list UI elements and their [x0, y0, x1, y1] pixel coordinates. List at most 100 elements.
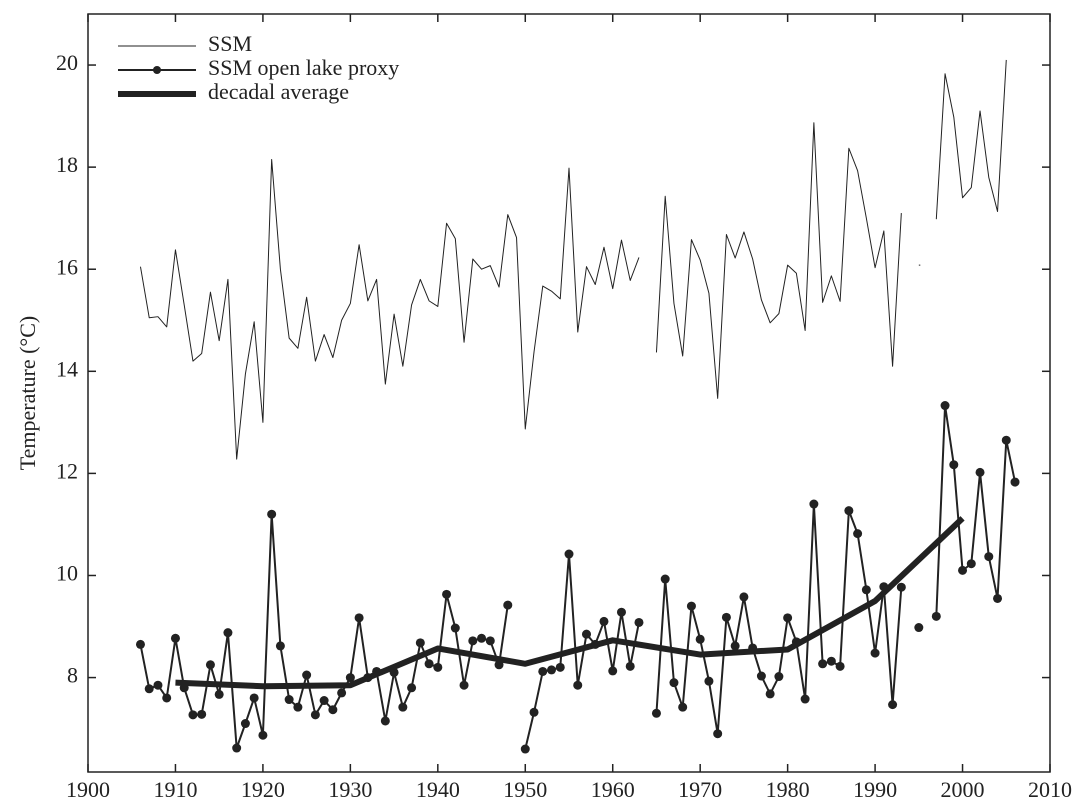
series-marker — [721, 612, 731, 622]
series-marker — [555, 662, 565, 672]
series-marker — [756, 671, 766, 681]
series-marker — [704, 676, 714, 686]
series-marker — [1010, 477, 1020, 487]
series-marker — [197, 709, 207, 719]
x-tick-label: 1900 — [66, 777, 110, 802]
series-marker — [896, 582, 906, 592]
series-marker — [214, 689, 224, 699]
series-marker — [345, 673, 355, 683]
series-marker — [940, 401, 950, 411]
series-marker — [258, 730, 268, 740]
series-marker — [337, 688, 347, 698]
y-tick-label: 14 — [56, 356, 78, 381]
series-marker — [634, 617, 644, 627]
series-marker — [581, 629, 591, 639]
series-marker — [153, 680, 163, 690]
x-tick-label: 1930 — [328, 777, 372, 802]
series-marker — [223, 628, 233, 638]
series-marker — [800, 694, 810, 704]
series-marker — [1001, 435, 1011, 445]
series-marker — [660, 574, 670, 584]
y-tick-label: 10 — [56, 561, 78, 586]
series-marker — [354, 613, 364, 623]
series-marker — [415, 638, 425, 648]
series-marker — [861, 585, 871, 595]
series-marker — [407, 683, 417, 693]
y-tick-label: 18 — [56, 152, 78, 177]
series-marker — [188, 710, 198, 720]
series-marker — [625, 661, 635, 671]
series-marker — [599, 616, 609, 626]
series-marker — [284, 695, 294, 705]
series-marker — [608, 666, 618, 676]
series-marker — [975, 467, 985, 477]
y-tick-label: 12 — [56, 458, 78, 483]
series-marker — [783, 613, 793, 623]
series-marker — [765, 689, 775, 699]
series-marker — [713, 729, 723, 739]
series-marker — [888, 700, 898, 710]
series-marker — [520, 744, 530, 754]
legend-label: SSM — [208, 31, 252, 56]
series-marker — [809, 499, 819, 509]
series-marker — [651, 708, 661, 718]
series-marker — [949, 460, 959, 470]
series-marker — [468, 636, 478, 646]
y-tick-label: 16 — [56, 254, 78, 279]
series-marker — [818, 659, 828, 669]
series-marker — [302, 670, 312, 680]
series-marker — [459, 680, 469, 690]
series-marker — [232, 743, 242, 753]
x-tick-label: 1990 — [853, 777, 897, 802]
series-marker — [966, 559, 976, 569]
series-marker — [170, 633, 180, 643]
series-line — [139, 404, 1016, 750]
x-tick-label: 1970 — [678, 777, 722, 802]
x-tick-label: 1910 — [153, 777, 197, 802]
series-marker — [293, 702, 303, 712]
series-marker — [442, 589, 452, 599]
series-marker — [450, 623, 460, 633]
legend-label: SSM open lake proxy — [208, 55, 399, 80]
series-marker — [310, 710, 320, 720]
series-marker — [730, 641, 740, 651]
series-marker — [275, 641, 285, 651]
series-marker — [267, 509, 277, 519]
series-marker — [739, 592, 749, 602]
series-marker — [958, 565, 968, 575]
y-tick-label: 8 — [67, 663, 78, 688]
series-marker — [249, 693, 259, 703]
y-axis-label: Temperature (°C) — [15, 316, 40, 470]
x-tick-label: 1920 — [241, 777, 285, 802]
series-marker — [774, 672, 784, 682]
series-marker — [931, 611, 941, 621]
series-marker — [993, 593, 1003, 603]
x-tick-label: 1960 — [591, 777, 635, 802]
series-marker — [686, 601, 696, 611]
series-marker — [835, 661, 845, 671]
series-marker — [398, 702, 408, 712]
legend-marker — [153, 66, 161, 74]
series-line — [175, 516, 965, 690]
plot-frame — [87, 13, 1051, 773]
series-marker — [564, 549, 574, 559]
series-marker — [485, 636, 495, 646]
series-marker — [144, 684, 154, 694]
series-marker — [616, 607, 626, 617]
series-marker — [984, 552, 994, 562]
legend-label: decadal average — [208, 79, 349, 104]
series-marker — [503, 600, 513, 610]
x-tick-label: 1950 — [503, 777, 547, 802]
series-marker — [669, 678, 679, 688]
series-marker — [240, 719, 250, 729]
x-tick-label: 2010 — [1028, 777, 1072, 802]
series-line — [139, 59, 1007, 460]
series-marker — [328, 705, 338, 715]
series-marker — [477, 633, 487, 643]
series-marker — [205, 660, 215, 670]
series-marker — [914, 623, 924, 633]
series-marker — [135, 639, 145, 649]
x-tick-label: 1980 — [766, 777, 810, 802]
y-tick-label: 20 — [56, 50, 78, 75]
